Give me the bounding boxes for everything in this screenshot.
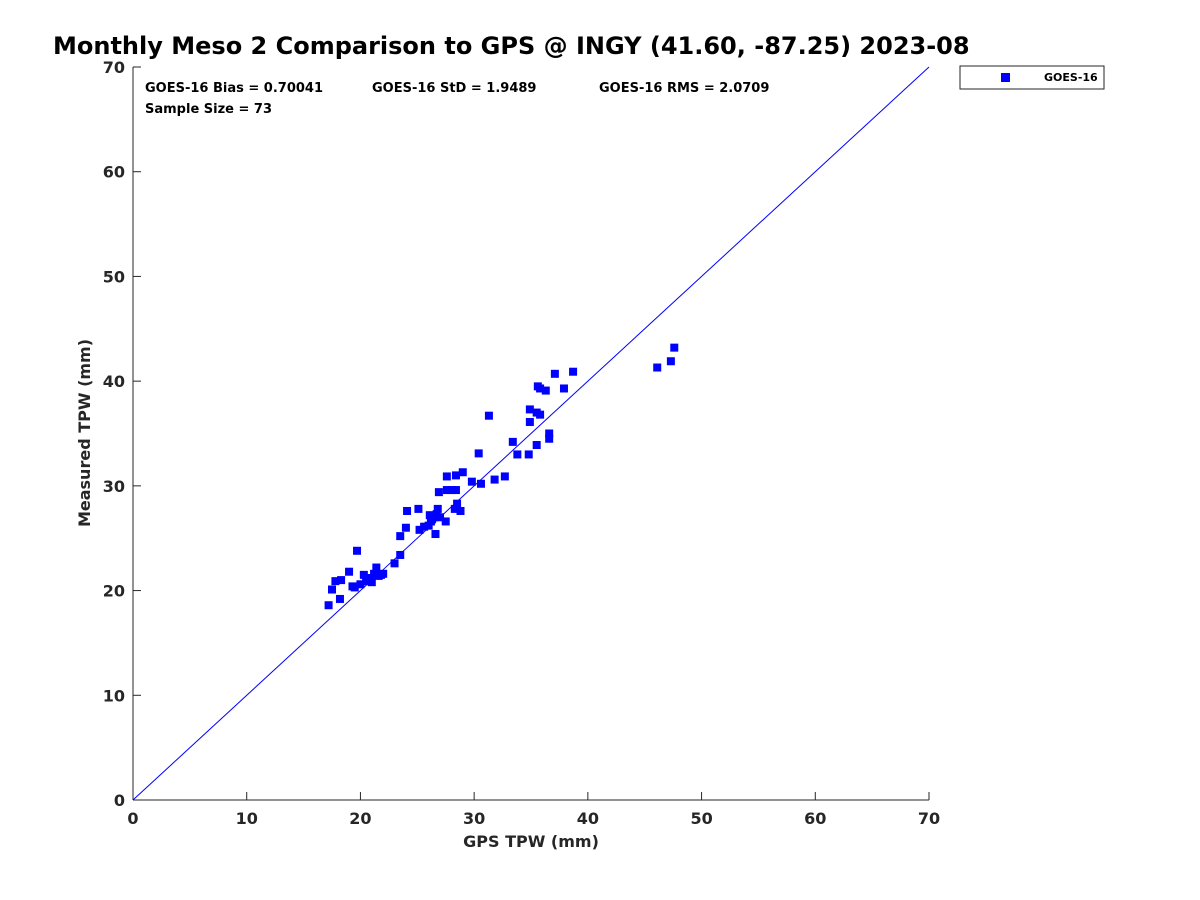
data-point <box>450 504 459 513</box>
x-tick-label: 20 <box>349 809 371 828</box>
x-ticks: 0 10 20 30 40 50 60 70 <box>127 792 940 828</box>
data-point <box>403 506 412 515</box>
data-point <box>425 511 434 520</box>
data-point <box>396 532 405 541</box>
data-point <box>524 450 533 459</box>
data-point <box>525 405 534 414</box>
x-tick-label: 30 <box>463 809 485 828</box>
y-tick-label: 30 <box>103 477 125 496</box>
y-tick-label: 0 <box>114 791 125 810</box>
y-axis-label: Measured TPW (mm) <box>75 339 94 527</box>
data-point <box>433 504 442 513</box>
data-point <box>441 517 450 526</box>
data-point <box>379 569 388 578</box>
stat-rms: GOES-16 RMS = 2.0709 <box>599 81 769 96</box>
legend-entry-goes-16: GOES-16 <box>1044 71 1098 84</box>
data-point <box>420 522 429 531</box>
data-point <box>453 499 462 508</box>
data-point <box>545 429 554 438</box>
stat-std: GOES-16 StD = 1.9489 <box>372 81 536 96</box>
data-point <box>372 563 381 572</box>
x-tick-label: 10 <box>236 809 258 828</box>
data-point <box>424 521 433 530</box>
data-point <box>500 472 509 481</box>
y-tick-label: 70 <box>103 58 125 77</box>
data-point <box>367 578 376 587</box>
data-point <box>442 486 451 495</box>
data-point <box>666 357 675 366</box>
data-point <box>370 569 379 578</box>
data-point <box>345 567 354 576</box>
data-point <box>474 449 483 458</box>
data-point <box>436 513 445 522</box>
data-point <box>363 574 372 583</box>
stat-sample-size: Sample Size = 73 <box>145 102 272 117</box>
y-tick-label: 20 <box>103 582 125 601</box>
x-tick-label: 60 <box>804 809 826 828</box>
data-point <box>426 517 435 526</box>
data-point <box>545 434 554 443</box>
data-point <box>670 343 679 352</box>
data-point <box>434 488 443 497</box>
data-point <box>414 504 423 513</box>
data-point <box>508 437 517 446</box>
data-point <box>451 486 460 495</box>
chart-title: Monthly Meso 2 Comparison to GPS @ INGY … <box>53 32 970 60</box>
stat-bias: GOES-16 Bias = 0.70041 <box>145 81 323 96</box>
data-point <box>451 471 460 480</box>
data-point <box>550 369 559 378</box>
data-point <box>513 450 522 459</box>
y-tick-label: 50 <box>103 267 125 286</box>
y-tick-label: 40 <box>103 372 125 391</box>
data-point <box>467 477 476 486</box>
data-point <box>559 384 568 393</box>
data-point <box>442 472 451 481</box>
data-point <box>356 580 365 589</box>
data-point <box>525 417 534 426</box>
y-ticks: 0 10 20 30 40 50 60 70 <box>103 58 141 810</box>
y-tick-label: 10 <box>103 686 125 705</box>
data-point <box>337 576 346 585</box>
legend: GOES-16 <box>959 65 1105 90</box>
plot-area: 0 10 20 30 40 50 60 70 0 10 20 30 40 50 60 70 <box>103 58 940 828</box>
data-point <box>390 559 399 568</box>
scatter-points-goes-16 <box>324 343 679 610</box>
data-point <box>536 384 545 393</box>
data-point <box>324 601 333 610</box>
data-point <box>431 530 440 539</box>
x-tick-label: 40 <box>577 809 599 828</box>
x-tick-label: 70 <box>918 809 940 828</box>
data-point <box>456 506 465 515</box>
data-point <box>447 486 456 495</box>
legend-marker-square-icon <box>1001 73 1010 82</box>
data-point <box>484 411 493 420</box>
data-point <box>541 386 550 395</box>
one-to-one-reference-line <box>132 66 930 801</box>
legend-box <box>959 65 1105 90</box>
data-point <box>476 479 485 488</box>
data-point <box>458 468 467 477</box>
data-point <box>532 441 541 450</box>
data-point <box>353 546 362 555</box>
x-tick-label: 50 <box>690 809 712 828</box>
y-tick-label: 60 <box>103 163 125 182</box>
data-point <box>350 583 359 592</box>
data-point <box>401 523 410 532</box>
data-point <box>396 550 405 559</box>
data-point <box>331 577 340 586</box>
data-point <box>328 585 336 594</box>
data-point <box>335 594 344 603</box>
x-tick-label: 0 <box>127 809 138 828</box>
data-point <box>536 410 545 419</box>
data-point <box>569 367 578 376</box>
data-point <box>653 363 662 372</box>
data-point <box>490 475 499 484</box>
data-point <box>415 525 424 534</box>
x-axis-label: GPS TPW (mm) <box>463 832 599 851</box>
